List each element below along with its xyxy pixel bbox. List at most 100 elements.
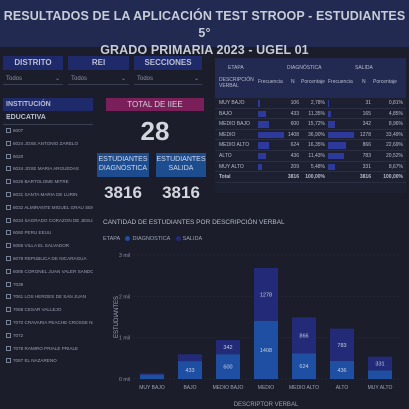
institucion-item[interactable]: 6024 JOSE MARIA ARGUEDAS xyxy=(3,163,93,176)
checkbox-icon[interactable] xyxy=(6,217,11,223)
legend-salida[interactable]: SALIDA xyxy=(182,236,203,242)
legend-dot-salida xyxy=(175,236,181,241)
institucion-item[interactable]: 7072 xyxy=(3,330,93,343)
row-n-diagnostica: 209 xyxy=(290,163,299,170)
dashboard-header: RESULTADOS DE LA APLICACIÓN TEST STROOP … xyxy=(0,0,409,57)
checkbox-icon[interactable] xyxy=(6,307,11,313)
institucion-item[interactable]: 6034 SAGRADO CORAZON DE JESUS xyxy=(3,215,93,228)
bar-salida xyxy=(368,356,392,371)
table-row: MUY BAJO 106 2,78% 31 0,81% xyxy=(215,98,406,109)
checkbox-icon[interactable] xyxy=(6,191,11,197)
institucion-item[interactable]: 7070 CRAVARIA PEACHE CROSSE NEU... xyxy=(3,317,93,330)
row-n-diagnostica: 1408 xyxy=(287,131,299,138)
institucion-item[interactable]: 6085 CORONEL JUAN VALER SANDOVAL xyxy=(3,266,93,279)
filter-select[interactable]: Todos ⌄ xyxy=(68,70,129,85)
checkbox-icon[interactable] xyxy=(6,319,11,325)
institucion-item[interactable]: 6026 BARTOLOME MITRE xyxy=(3,176,93,189)
institucion-item[interactable]: 6066 VILLA EL SALVADOR xyxy=(3,240,93,253)
filter-rei[interactable]: REI Todos ⌄ xyxy=(68,56,129,86)
filter-label: SECCIONES xyxy=(134,56,202,70)
data-label: 1278 xyxy=(260,292,272,298)
filter-distrito[interactable]: DISTRITO Todos ⌄ xyxy=(3,56,63,86)
col-n-2: N xyxy=(362,79,366,85)
row-n-salida: 165 xyxy=(362,110,371,117)
table-row: MEDIO ALTO 624 16,35% 866 22,69% xyxy=(215,140,406,151)
title-line-1: RESULTADOS DE LA APLICACIÓN TEST STROOP … xyxy=(3,9,406,40)
checkbox-icon[interactable] xyxy=(6,128,11,133)
chevron-down-icon[interactable]: ⌄ xyxy=(193,76,199,82)
institucion-item-label: 6020 xyxy=(13,153,24,159)
checkbox-icon[interactable] xyxy=(6,294,11,300)
institucion-item-label: 6032 ALMIRANTE MIGUEL GRAU SEMI... xyxy=(13,204,93,210)
bar-diagnostica xyxy=(254,320,278,379)
checkbox-icon[interactable] xyxy=(6,166,11,172)
col-n-1: N xyxy=(291,79,295,85)
legend-diagnostica[interactable]: DIAGNOSTICA xyxy=(132,236,171,242)
bar-diagnostica xyxy=(292,353,316,379)
institucion-item[interactable]: 6007 xyxy=(3,125,93,138)
chevron-down-icon[interactable]: ⌄ xyxy=(54,76,60,82)
total-iiee-value: 28 xyxy=(140,116,170,146)
bar-salida xyxy=(178,354,202,362)
search-input[interactable]: ⚲ xyxy=(3,111,93,125)
institucion-item[interactable]: 7087 EL NAZARENO xyxy=(3,355,93,368)
institucion-item[interactable]: 6020 xyxy=(3,151,93,164)
estudiantes-diagnostica-label: ESTUDIANTES DIAGNÓSTICA xyxy=(97,153,149,177)
institucion-item[interactable]: 6060 PERU EEUU xyxy=(3,227,93,240)
table-row: BAJO 433 11,35% 165 4,85% xyxy=(215,109,406,120)
bar-diagnostica xyxy=(330,360,354,379)
institucion-item[interactable]: 6032 ALMIRANTE MIGUEL GRAU SEMI... xyxy=(3,202,93,215)
checkbox-icon[interactable] xyxy=(6,345,11,351)
y-axis-label: ESTUDIANTES xyxy=(114,296,120,338)
checkbox-icon[interactable] xyxy=(6,358,11,364)
estudiantes-salida-label: ESTUDIANTES SALIDA xyxy=(156,153,206,177)
data-label: 331 xyxy=(375,362,384,368)
checkbox-icon[interactable] xyxy=(6,230,11,236)
checkbox-icon[interactable] xyxy=(6,204,11,210)
table-row: ALTO 436 11,43% 783 20,52% xyxy=(215,151,406,162)
checkbox-icon[interactable] xyxy=(6,140,11,146)
institucion-item[interactable]: 6024 JOSE ANTONIO ZARELO xyxy=(3,138,93,151)
row-n-diagnostica: 436 xyxy=(290,152,299,159)
institucion-item[interactable]: 7039 xyxy=(3,279,93,292)
col-porcentaje-2: Porcentaje xyxy=(373,79,397,85)
institucion-item-label: 7070 CRAVARIA PEACHE CROSSE NEU... xyxy=(13,319,93,325)
data-label: 783 xyxy=(337,343,346,349)
row-porcentaje-diagnostica: 2,78% xyxy=(310,100,325,106)
institucion-item-label: 7087 EL NAZARENO xyxy=(13,358,57,364)
filter-secciones[interactable]: SECCIONES Todos ⌄ xyxy=(134,56,202,86)
institucion-label: INSTITUCIÓN EDUCATIVA xyxy=(3,98,93,121)
institucion-item-label: 6034 SAGRADO CORAZON DE JESUS xyxy=(13,217,93,223)
filter-select[interactable]: Todos ⌄ xyxy=(134,70,202,85)
checkbox-icon[interactable] xyxy=(6,179,11,185)
institucion-item[interactable]: 7061 LOS HEROES DE SAN JUAN xyxy=(3,291,93,304)
data-label: 342 xyxy=(223,345,232,351)
institucion-item[interactable]: 7068 CESAR VALLEJO xyxy=(3,304,93,317)
checkbox-icon[interactable] xyxy=(6,255,11,261)
frecuencia-bar-diagnostica xyxy=(258,142,270,149)
row-descripcion: MEDIO BAJO xyxy=(219,121,250,128)
filter-label: REI xyxy=(68,56,129,70)
institucion-item-label: 6026 BARTOLOME MITRE xyxy=(13,179,69,185)
institucion-item-label: 7078 RAMIRO PRIALE PRIALE xyxy=(13,345,79,351)
bar-diagnostica xyxy=(216,354,240,379)
row-descripcion: ALTO xyxy=(219,152,232,159)
frecuencia-bar-diagnostica xyxy=(258,163,262,171)
chart-legend: ETAPA DIAGNOSTICA SALIDA xyxy=(103,236,202,242)
checkbox-icon[interactable] xyxy=(6,332,11,338)
institucion-item[interactable]: 6031 SANTA MARIA DE LURIN xyxy=(3,189,93,202)
institucion-item[interactable]: 7078 RAMIRO PRIALE PRIALE xyxy=(3,343,93,356)
row-descripcion: MEDIO xyxy=(219,131,236,138)
institucion-item[interactable]: 6078 REPUBLICA DE NICARAGUA xyxy=(3,253,93,266)
estudiantes-salida-value: 3816 xyxy=(162,183,200,202)
institucion-item-label: 6024 JOSE MARIA ARGUEDAS xyxy=(13,166,79,172)
checkbox-icon[interactable] xyxy=(6,243,11,249)
filter-select[interactable]: Todos ⌄ xyxy=(3,70,63,85)
row-porcentaje-salida: 8,67% xyxy=(388,163,403,170)
chevron-down-icon[interactable]: ⌄ xyxy=(120,76,126,82)
checkbox-icon[interactable] xyxy=(6,153,11,159)
row-descripcion: MUY BAJO xyxy=(219,100,245,106)
bar-salida xyxy=(292,317,316,354)
checkbox-icon[interactable] xyxy=(6,281,11,287)
checkbox-icon[interactable] xyxy=(6,268,11,274)
